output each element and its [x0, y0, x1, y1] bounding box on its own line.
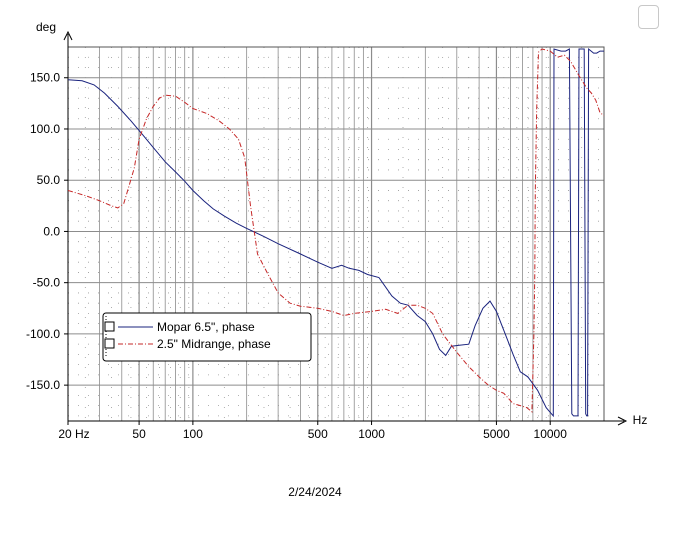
- y-tick-label: 50.0: [37, 173, 61, 187]
- y-tick-label: -150.0: [26, 378, 60, 392]
- y-tick-label: 150.0: [30, 71, 60, 85]
- y-axis-arrow-icon: [63, 30, 73, 41]
- y-tick-label: -100.0: [26, 327, 60, 341]
- x-tick-label: 20 Hz: [58, 427, 89, 441]
- x-tick-label: 500: [308, 427, 328, 441]
- y-tick-label: -50.0: [33, 276, 61, 290]
- x-tick-label: 1000: [358, 427, 385, 441]
- y-tick-label: 100.0: [30, 122, 60, 136]
- y-axis-unit-label: deg: [36, 20, 56, 34]
- x-axis-unit-label: Hz: [633, 413, 648, 427]
- legend-checkbox[interactable]: [104, 338, 115, 349]
- series-line-1: [68, 48, 604, 413]
- x-tick-label: 10000: [534, 427, 568, 441]
- y-tick-label: 0.0: [43, 224, 60, 238]
- chart-date: 2/24/2024: [288, 485, 342, 499]
- x-tick-label: 100: [183, 427, 203, 441]
- legend-checkbox[interactable]: [104, 321, 115, 332]
- legend-label: 2.5" Midrange, phase: [157, 337, 271, 351]
- legend-label: Mopar 6.5", phase: [157, 320, 255, 334]
- series-line-0: [68, 47, 604, 418]
- corner-checkbox[interactable]: [638, 5, 659, 29]
- x-tick-label: 5000: [483, 427, 510, 441]
- legend-box: [102, 312, 312, 362]
- x-axis-arrow-icon: [617, 416, 628, 426]
- x-tick-label: 50: [132, 427, 146, 441]
